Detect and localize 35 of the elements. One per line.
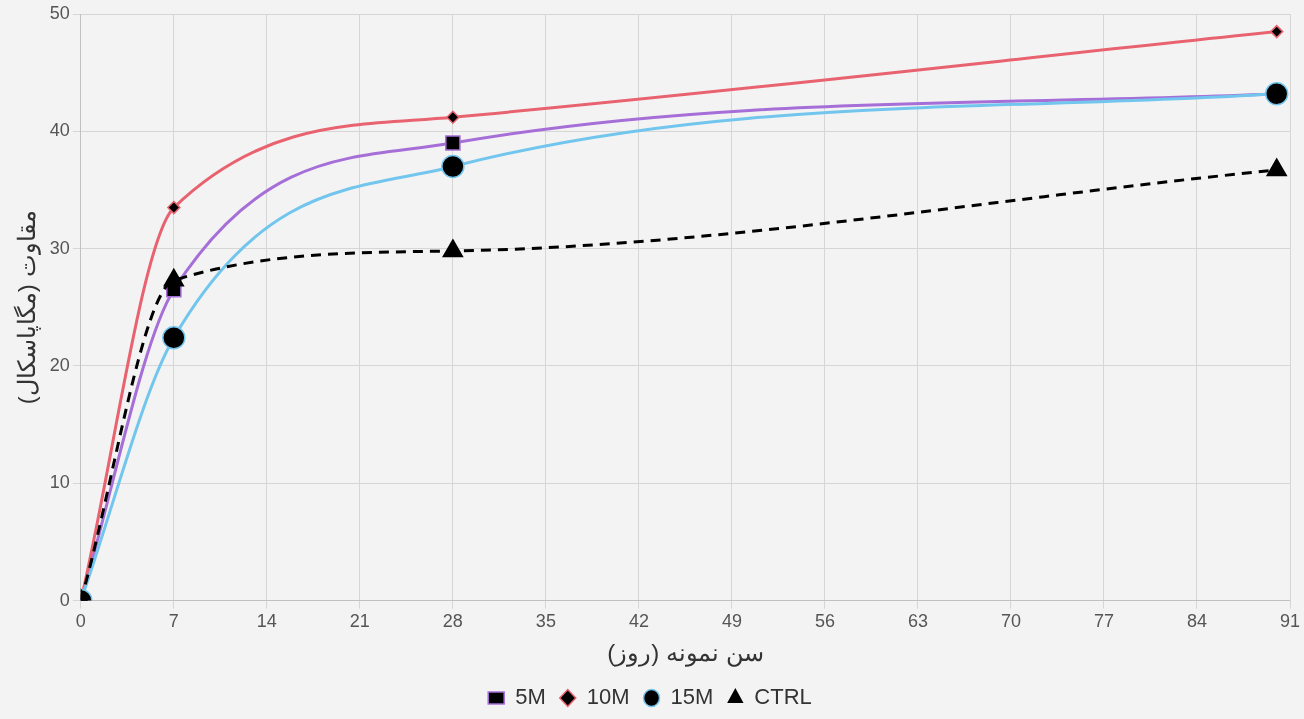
y-tick-label: 50 — [49, 2, 70, 23]
point — [445, 135, 461, 151]
point — [1269, 24, 1284, 39]
y-axis-title: مقاوت (مگاپاسکال) — [13, 210, 42, 405]
legend-label: 5M — [515, 684, 546, 710]
x-tick-label: 84 — [1186, 611, 1207, 632]
x-tick-label: 91 — [1279, 611, 1301, 632]
x-tick-label: 70 — [1000, 611, 1021, 632]
legend-label: 15M — [670, 684, 714, 710]
x-tick-label: 42 — [628, 611, 649, 632]
x-tick-label: 49 — [721, 611, 742, 632]
y-tick-label: 40 — [49, 120, 70, 141]
point — [1266, 158, 1287, 177]
point — [441, 154, 465, 179]
x-tick-label: 63 — [907, 611, 928, 632]
y-tick-label: 20 — [49, 354, 70, 375]
y-tick-label: 0 — [59, 589, 70, 610]
x-tick-label: 28 — [442, 611, 463, 632]
x-tick-label: 14 — [256, 611, 277, 632]
point — [163, 268, 185, 287]
x-tick-label: 21 — [349, 611, 370, 632]
point — [167, 200, 181, 215]
x-tick-label: 35 — [535, 611, 556, 632]
point — [1264, 82, 1289, 106]
legend-label: CTRL — [754, 684, 812, 710]
x-axis-title: سن نمونه (روز) — [607, 639, 764, 668]
y-tick-label: 30 — [49, 237, 70, 258]
y-tick-label: 10 — [49, 472, 70, 493]
x-tick-label: 77 — [1093, 611, 1114, 632]
point — [446, 110, 460, 124]
point — [442, 239, 464, 258]
x-tick-label: 7 — [168, 611, 179, 632]
x-tick-label: 0 — [75, 611, 86, 632]
legend-label: 10M — [586, 684, 630, 710]
x-tick-label: 56 — [814, 611, 835, 632]
